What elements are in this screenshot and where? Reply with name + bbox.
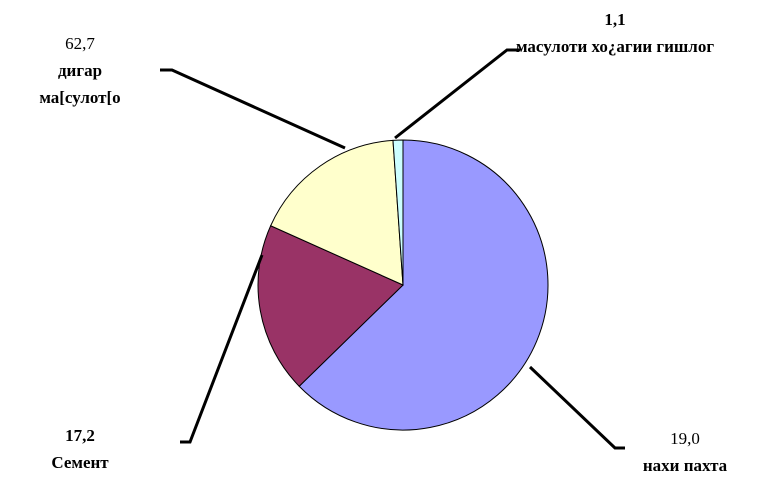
pie-slice <box>269 139 404 286</box>
leader-line <box>180 254 264 444</box>
pie-slice <box>257 225 404 387</box>
value-label: 19,0 <box>670 429 700 448</box>
slice-label: 1,1 масулоти хо¿агии гишлог <box>515 6 715 60</box>
leader-line <box>528 365 625 450</box>
category-label: нахи пахта <box>642 456 728 475</box>
pie-slice <box>392 139 404 286</box>
value-label: 1,1 <box>604 10 626 29</box>
leader-line <box>160 68 346 150</box>
category-label: Семент <box>51 453 109 472</box>
value-label: 17,2 <box>65 426 95 445</box>
pie-slice <box>298 139 549 431</box>
leader-line <box>394 48 520 140</box>
slice-label: 19,0 нахи пахта <box>610 425 760 479</box>
pie <box>257 139 549 431</box>
category-label: масулоти хо¿агии гишлог <box>515 37 715 56</box>
slice-label: 17,2 Семент <box>10 422 150 476</box>
value-label: 62,7 <box>65 34 95 53</box>
slice-label: 62,7 дигар ма[сулот[о <box>20 30 140 111</box>
category-label: дигар ма[сулот[о <box>39 61 121 107</box>
